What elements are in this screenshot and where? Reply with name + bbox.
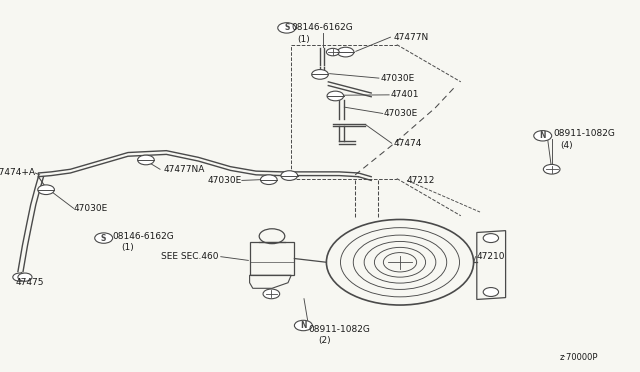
Text: 47401: 47401 [390,90,419,99]
Circle shape [483,234,499,243]
Circle shape [326,48,339,56]
Circle shape [312,70,328,79]
Text: (2): (2) [318,336,331,345]
Text: 08911-1082G: 08911-1082G [554,129,616,138]
Text: 47030E: 47030E [74,204,108,213]
Circle shape [483,288,499,296]
Text: (1): (1) [298,35,310,44]
Circle shape [337,47,354,57]
Text: 47212: 47212 [406,176,435,185]
Text: S: S [101,234,106,243]
Text: 47474: 47474 [394,139,422,148]
Circle shape [534,131,552,141]
Text: 08911-1082G: 08911-1082G [308,325,371,334]
Circle shape [294,320,312,331]
Text: 47030E: 47030E [384,109,419,118]
Text: 47477N: 47477N [394,33,429,42]
Circle shape [138,155,154,165]
Text: SEE SEC.460: SEE SEC.460 [161,252,219,261]
Text: 47030E: 47030E [207,176,242,185]
Circle shape [263,289,280,299]
Text: z·70000P: z·70000P [560,353,598,362]
Circle shape [18,273,32,281]
Circle shape [38,185,54,195]
Circle shape [543,164,560,174]
Circle shape [260,175,277,185]
Text: 08146-6162G: 08146-6162G [291,23,353,32]
Text: (1): (1) [122,243,134,252]
Text: 47475: 47475 [16,278,45,287]
Text: S: S [284,23,289,32]
Circle shape [327,91,344,101]
Text: (4): (4) [560,141,573,150]
Circle shape [281,171,298,180]
Text: 47477NA: 47477NA [163,165,205,174]
Text: 47030E: 47030E [381,74,415,83]
Circle shape [278,23,296,33]
Circle shape [13,273,27,281]
Text: 47474+A: 47474+A [0,169,35,177]
Text: 47210: 47210 [477,252,506,261]
Text: 08146-6162G: 08146-6162G [112,232,173,241]
Text: N: N [300,321,307,330]
Circle shape [95,233,113,243]
Text: N: N [540,131,546,140]
